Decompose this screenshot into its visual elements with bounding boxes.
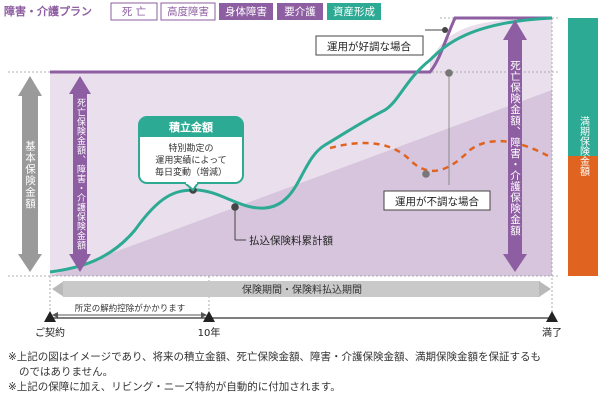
bad-performance-box bbox=[383, 190, 491, 211]
callout-line-3: 毎日変動（増減） bbox=[155, 166, 227, 178]
surrender-arrow bbox=[52, 312, 207, 318]
fund-value-curve bbox=[49, 16, 553, 274]
basic-coverage-arrow bbox=[18, 76, 42, 272]
premium-triangle bbox=[50, 90, 552, 276]
footnotes: ※上記の図はイメージであり、将来の積立金額、死亡保険金額、障害・介護保険金額、満… bbox=[8, 350, 598, 395]
period-arrow bbox=[52, 281, 551, 297]
start-marker bbox=[44, 311, 56, 322]
axis-start-label: ご契約 bbox=[35, 326, 65, 339]
axis-end-label: 満了 bbox=[542, 327, 562, 339]
bad-performance-dot bbox=[422, 170, 430, 178]
inner-coverage-arrow bbox=[69, 76, 91, 272]
maturity-bar-green bbox=[568, 18, 598, 156]
maturity-bar-orange bbox=[568, 156, 598, 276]
fund-callout bbox=[138, 116, 244, 192]
svg-text:死 亡: 死 亡 bbox=[122, 5, 146, 18]
inner-coverage-label: 死亡保険金額、障害・介護保険金額 bbox=[75, 98, 86, 251]
svg-text:身体障害: 身体障害 bbox=[225, 5, 267, 18]
svg-text:資産形成: 資産形成 bbox=[333, 5, 375, 18]
maturity-label: 満期保険金額 bbox=[578, 116, 590, 177]
bad-performance-label: 運用が不調な場合 bbox=[395, 195, 479, 208]
footnote-1-cont: のではありません。 bbox=[19, 366, 114, 378]
axis-mid-label: 10年 bbox=[198, 326, 221, 339]
svg-text:高度障害: 高度障害 bbox=[167, 5, 209, 18]
callout-line-2: 運用実績によって bbox=[155, 154, 226, 166]
legend-tag-death: 死 亡 bbox=[110, 2, 158, 21]
legend-tag-severe: 高度障害 bbox=[160, 2, 216, 21]
good-performance-box bbox=[315, 35, 424, 56]
legend-category: 障害・介護プラン bbox=[4, 4, 92, 18]
footnote-2: ※上記の保障に加え、リビング・ニーズ特約が自動的に付加されます。 bbox=[8, 381, 341, 393]
surrender-label: 所定の解約控除がかかります bbox=[75, 303, 186, 314]
period-label: 保険期間・保険料払込期間 bbox=[242, 283, 362, 296]
right-coverage-label: 死亡保険金額、障害・介護保険金額 bbox=[509, 60, 521, 236]
legend-tag-physical: 身体障害 bbox=[219, 3, 273, 20]
good-performance-label: 運用が好調な場合 bbox=[327, 40, 411, 53]
legend-tag-care: 要介護 bbox=[277, 3, 323, 20]
premium-total-label: 払込保険料累計額 bbox=[249, 234, 333, 247]
end-marker bbox=[546, 311, 558, 322]
footnote-1: ※上記の図はイメージであり、将来の積立金額、死亡保険金額、障害・介護保険金額、満… bbox=[8, 351, 542, 363]
callout-line-1: 特別勘定の bbox=[168, 142, 213, 154]
svg-text:要介護: 要介護 bbox=[284, 5, 316, 18]
callout-title: 積立金額 bbox=[168, 120, 213, 134]
legend-tag-asset: 資産形成 bbox=[327, 3, 381, 20]
mid-marker bbox=[203, 311, 215, 322]
right-coverage-arrow bbox=[503, 20, 527, 272]
basic-coverage-label: 基本保険金額 bbox=[24, 140, 36, 210]
